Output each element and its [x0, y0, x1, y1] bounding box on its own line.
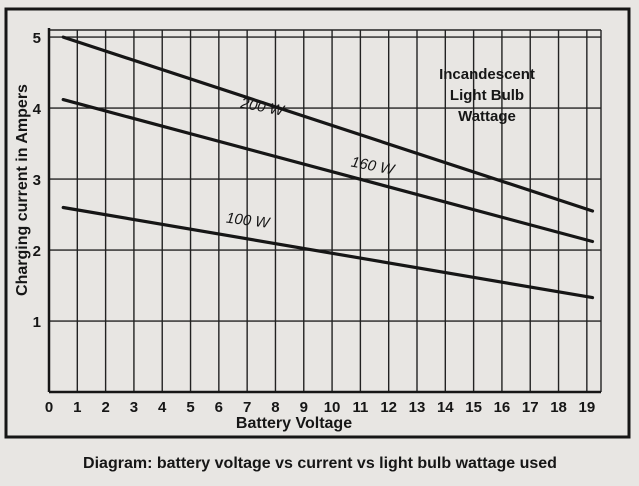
- x-tick-label-17: 17: [522, 399, 539, 416]
- x-tick-label-5: 5: [186, 399, 194, 416]
- x-axis-label: Battery Voltage: [236, 415, 352, 432]
- legend-title-line-3: Wattage: [458, 108, 516, 125]
- series-line-160W: [61, 97, 595, 244]
- legend-title-line-1: Incandescent: [439, 66, 535, 83]
- x-tick-label-3: 3: [130, 399, 138, 416]
- series-labels: 200 W 160 W 100 W: [225, 95, 397, 232]
- x-tick-label-0: 0: [45, 399, 53, 416]
- x-tick-label-19: 19: [579, 399, 596, 416]
- x-tick-label-14: 14: [437, 399, 454, 416]
- legend-title: Incandescent Light Bulb Wattage: [439, 66, 535, 125]
- x-tick-label-4: 4: [158, 399, 167, 416]
- series-lines: [61, 35, 595, 300]
- series-line-200W: [61, 35, 595, 213]
- axes: [47, 28, 601, 394]
- series-label-160W: 160 W: [350, 154, 398, 179]
- x-tick-label-18: 18: [550, 399, 567, 416]
- series-line-100W: [61, 205, 595, 300]
- x-tick-label-8: 8: [271, 399, 279, 416]
- x-tick-label-9: 9: [300, 399, 308, 416]
- x-tick-label-7: 7: [243, 399, 251, 416]
- x-tick-label-13: 13: [409, 399, 426, 416]
- outer-border: [4, 7, 631, 439]
- x-tick-label-15: 15: [465, 399, 482, 416]
- x-tick-label-2: 2: [101, 399, 109, 416]
- x-tick-label-6: 6: [215, 399, 223, 416]
- x-tick-label-16: 16: [494, 399, 511, 416]
- y-tick-label-5: 5: [33, 30, 41, 47]
- grid-lines: [49, 29, 602, 392]
- y-tick-label-3: 3: [33, 172, 41, 189]
- x-tick-label-12: 12: [380, 399, 397, 416]
- x-tick-label-11: 11: [352, 399, 368, 416]
- legend-title-line-2: Light Bulb: [450, 87, 524, 104]
- y-tick-label-1: 1: [33, 314, 41, 331]
- x-tick-label-1: 1: [73, 399, 81, 416]
- y-tick-label-2: 2: [33, 243, 41, 260]
- y-tick-label-4: 4: [33, 101, 42, 118]
- x-tick-label-10: 10: [324, 399, 341, 416]
- y-axis-label: Charging current in Ampers: [14, 84, 31, 296]
- series-label-100W: 100 W: [225, 210, 272, 232]
- series-label-200W: 200 W: [238, 95, 287, 121]
- figure-caption: Diagram: battery voltage vs current vs l…: [83, 455, 557, 472]
